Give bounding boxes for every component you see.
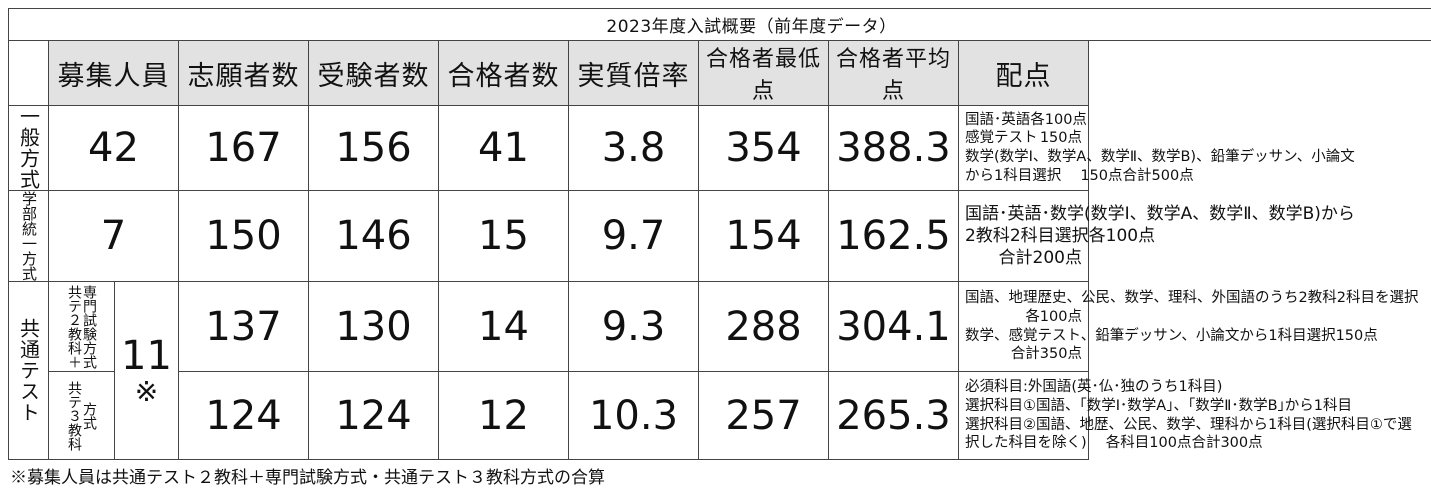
admission-table: 2023年度入試概要（前年度データ） 募集人員 志願者数 受験者数 合格者数 実… [7,8,1431,460]
passers-gakubu: 15 [438,190,569,282]
header-examinees: 受験者数 [308,40,439,106]
scoring-line: 感覚テスト 150点 [965,130,1082,147]
applicants-ippan: 167 [178,105,309,191]
applicants-kyotsu-2kyoka: 137 [178,281,309,372]
scoring-line: から1科目選択 150点 合計500点 [965,167,1194,184]
scoring-line: 国語･英語･数学(数学Ⅰ、数学A、数学Ⅱ、数学B)から [965,203,1355,224]
applicants-kyotsu-3kyoka: 124 [178,371,309,460]
header-avg-score: 合格者平均点 [828,40,959,106]
capacity-note-mark: ※ [134,374,159,408]
sub-label-3kyoka: 共テ３教科 方式 [48,371,115,460]
min-score-ippan: 354 [698,105,829,191]
sub-label-2kyoka: 共テ２教科＋ 専門試験方式 [48,281,115,372]
avg-score-kyotsu-2kyoka: 304.1 [828,281,959,372]
ratio-ippan: 3.8 [568,105,699,191]
header-ratio: 実質倍率 [568,40,699,106]
applicants-gakubu: 150 [178,190,309,282]
scoring-ippan: 国語･英語 各100点 感覚テスト 150点 数学(数学Ⅰ、数学A、数学Ⅱ、数学B)… [958,105,1355,191]
scoring-line: 選択科目①国語、｢数学Ⅰ･数学A｣、｢数学Ⅱ･数学B｣から1科目 [965,397,1353,414]
header-row: 募集人員 志願者数 受験者数 合格者数 実質倍率 合格者最低点 合格者平均点 配… [8,40,1431,106]
examinees-kyotsu-2kyoka: 130 [308,281,439,372]
capacity-kyotsu: 11 ※ [114,281,179,460]
scoring-line: 2教科2科目選択 各100点 [965,225,1156,246]
min-score-kyotsu-3kyoka: 257 [698,371,829,460]
header-blank [8,40,49,106]
table-row-kyotsu-2kyoka: 共通テスト 共テ２教科＋ 専門試験方式 11 ※ 137 130 14 9.3 … [8,281,1431,460]
examinees-ippan: 156 [308,105,439,191]
row-label-ippan: 一般方式 [8,105,49,191]
row-label-gakubu: 学部統一方式 [8,190,49,282]
scoring-kyotsu-3kyoka: 必須科目:外国語(英･仏･独のうち1科目) 選択科目①国語、｢数学Ⅰ･数学A｣、… [958,371,1412,460]
scoring-line: 選択科目②国語、地歴、公民、数学、理科から1科目(選択科目①で選 [965,416,1412,433]
footnote: ※募集人員は共通テスト２教科＋専門試験方式・共通テスト３教科方式の合算 [10,468,605,488]
scoring-line: 数学(数学Ⅰ、数学A、数学Ⅱ、数学B)、鉛筆デッサン、小論文 [965,149,1355,165]
table-row-ippan: 一般方式 42 167 156 41 3.8 354 388.3 国語･英語 各1… [8,105,1431,191]
passers-kyotsu-3kyoka: 12 [438,371,569,460]
scoring-line: 合計350点 [1010,346,1082,363]
capacity-ippan: 42 [48,105,179,191]
scoring-kyotsu-2kyoka: 国語、地理歴史、公民、数学、理科、外国語のうち2教科2科目を選択 各100点 数… [958,281,1419,372]
table-title: 2023年度入試概要（前年度データ） [7,8,1431,41]
avg-score-gakubu: 162.5 [828,190,959,282]
scoring-line: 数学、感覚テスト、鉛筆デッサン、小論文から1科目選択 150点 [965,327,1378,344]
examinees-gakubu: 146 [308,190,439,282]
examinees-kyotsu-3kyoka: 124 [308,371,439,460]
scoring-line: 各100点 [1025,308,1082,325]
scoring-gakubu: 国語･英語･数学(数学Ⅰ、数学A、数学Ⅱ、数学B)から 2教科2科目選択 各100… [958,190,1355,282]
header-applicants: 志願者数 [178,40,309,106]
capacity-gakubu: 7 [48,190,179,282]
avg-score-ippan: 388.3 [828,105,959,191]
min-score-kyotsu-2kyoka: 288 [698,281,829,372]
scoring-line: 合計200点 [998,248,1082,269]
header-min-score: 合格者最低点 [698,40,829,106]
passers-ippan: 41 [438,105,569,191]
ratio-kyotsu-3kyoka: 10.3 [568,371,699,460]
ratio-gakubu: 9.7 [568,190,699,282]
row-label-kyotsu: 共通テスト [8,281,49,460]
scoring-line: 国語、地理歴史、公民、数学、理科、外国語のうち2教科2科目を選択 [965,290,1419,307]
min-score-gakubu: 154 [698,190,829,282]
header-scoring: 配点 [958,40,1089,106]
header-capacity: 募集人員 [48,40,179,106]
scoring-line: 国語･英語 各100点 [965,111,1087,128]
passers-kyotsu-2kyoka: 14 [438,281,569,372]
header-passers: 合格者数 [438,40,569,106]
avg-score-kyotsu-3kyoka: 265.3 [828,371,959,460]
scoring-line: 必須科目:外国語(英･仏･独のうち1科目) [965,379,1223,396]
ratio-kyotsu-2kyoka: 9.3 [568,281,699,372]
table-row-kyotsu-3kyoka: 共テ３教科 方式 124 124 12 10.3 257 265.3 必須科目:… [9,371,1431,460]
admission-summary: 2023年度入試概要（前年度データ） 募集人員 志願者数 受験者数 合格者数 実… [7,8,1431,460]
table-row-gakubu: 学部統一方式 7 150 146 15 9.7 154 162.5 国語･英語･… [8,190,1431,282]
scoring-line: 択した科目を除く) 各科目100点 合計300点 [965,435,1263,452]
